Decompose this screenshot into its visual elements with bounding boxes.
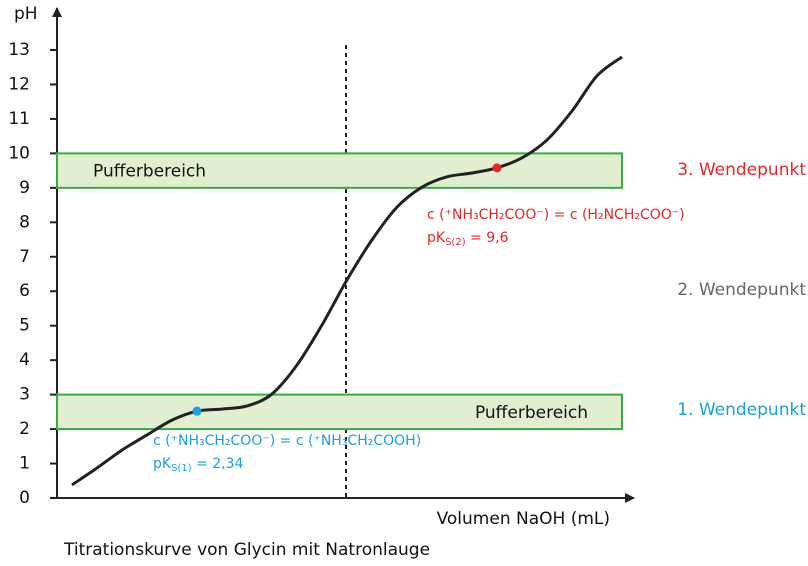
y-tick-label: 13 [8,40,30,60]
y-tick-label: 1 [19,454,30,474]
inflection-label: 1. Wendepunkt [677,400,806,420]
inflection-point [492,163,502,173]
y-tick-label: 6 [19,281,30,301]
y-tick-label: 3 [19,385,30,405]
pk-symbol: pK [153,456,172,472]
band-label: Pufferbereich [93,162,206,182]
y-axis-label: pH [14,4,38,24]
buffer-band [56,152,623,189]
inflection-label: 3. Wendepunkt [677,160,806,180]
y-tick-label: 5 [19,316,30,336]
annotation-equation: c (⁺NH₃CH₂COO⁻) = c (⁺NH₃CH₂COOH) [153,433,421,449]
y-tick-label: 7 [19,247,30,267]
y-tick-label: 9 [19,178,30,198]
x-axis-label: Volumen NaOH (mL) [437,509,610,529]
y-tick-label: 8 [19,212,30,232]
inflection-label: 2. Wendepunkt [677,280,806,300]
annotation-pk: pKS(2) = 9,6 [427,230,509,248]
pk-symbol: pK [427,230,446,246]
pk-value: = 9,6 [466,230,509,246]
y-tick-label: 0 [19,488,30,508]
annotation-equation: c (⁺NH₃CH₂COO⁻) = c (H₂NCH₂COO⁻) [427,207,685,223]
band-label: Pufferbereich [475,403,588,423]
annotation-pk: pKS(1) = 2,34 [153,456,243,474]
inflection-point [192,406,202,416]
caption: Titrationskurve von Glycin mit Natronlau… [63,540,430,560]
pk-value: = 2,34 [192,456,244,472]
y-tick-label: 2 [19,419,30,439]
y-tick-label: 11 [8,109,30,129]
y-tick-label: 12 [8,74,30,94]
buffer-band [56,393,623,431]
y-tick-label: 10 [8,143,30,163]
pk-subscript: S(1) [171,463,192,474]
titration-curve [71,55,623,487]
y-tick-label: 4 [19,350,30,370]
pk-subscript: S(2) [445,237,466,248]
